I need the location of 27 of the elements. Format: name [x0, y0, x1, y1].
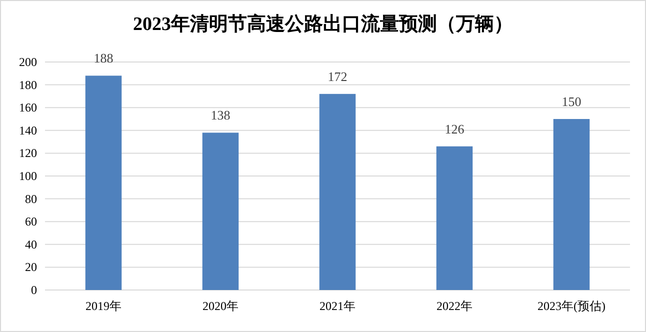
y-tick-label: 200: [19, 55, 37, 69]
x-tick-label: 2022年: [436, 299, 472, 313]
y-tick-label: 0: [31, 283, 37, 297]
y-tick-label: 20: [25, 260, 37, 274]
y-tick-label: 100: [19, 169, 37, 183]
data-label: 172: [328, 68, 348, 84]
x-tick-label: 2019年: [86, 299, 122, 313]
y-tick-label: 60: [25, 214, 37, 229]
data-label: 188: [94, 50, 114, 66]
bar: [202, 132, 239, 290]
x-tick-label: 2021年: [320, 299, 356, 313]
x-tick-label: 2023年(预估): [538, 299, 606, 313]
y-tick-label: 160: [19, 100, 37, 115]
y-tick-label: 80: [25, 192, 37, 206]
bar: [319, 94, 356, 290]
bar: [553, 119, 590, 290]
x-tick-label: 2020年: [202, 299, 238, 313]
y-tick-label: 180: [19, 78, 37, 92]
y-tick-label: 120: [19, 146, 37, 160]
y-tick-label: 40: [25, 237, 37, 252]
bar: [436, 146, 473, 290]
data-label: 150: [562, 94, 582, 109]
chart-title: 2023年清明节高速公路出口流量预测（万辆）: [133, 13, 513, 35]
data-label: 138: [210, 108, 230, 123]
bar: [85, 76, 122, 290]
data-label: 126: [444, 121, 465, 136]
y-tick-label: 140: [19, 123, 37, 138]
